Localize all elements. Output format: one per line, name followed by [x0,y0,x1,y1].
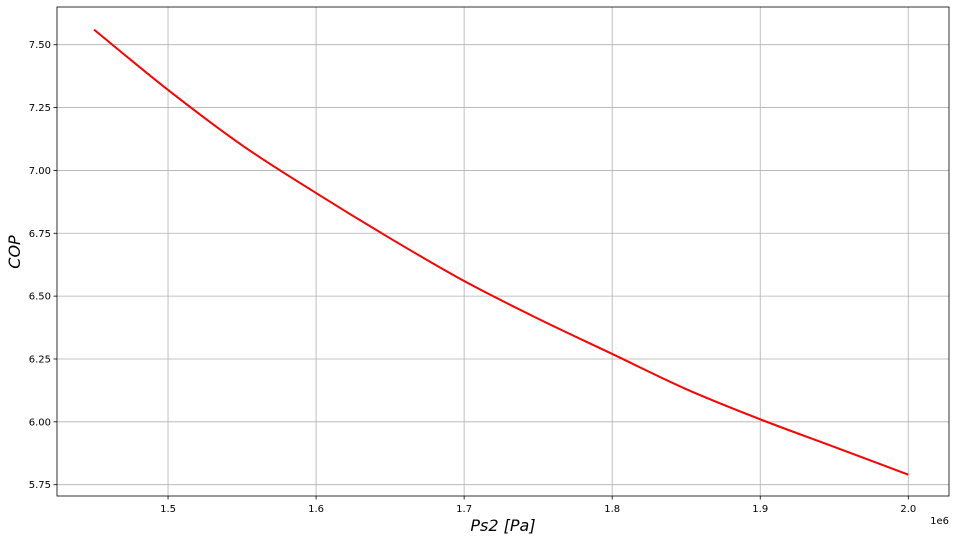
y-tick-label: 7.25 [29,103,51,114]
y-tick-label: 7.50 [29,40,51,51]
y-tick-label: 6.25 [29,354,51,365]
y-tick-label: 6.50 [29,292,51,303]
y-tick-label: 6.75 [29,229,51,240]
x-tick-label: 1.9 [752,504,768,515]
x-tick-label: 2.0 [900,504,916,515]
y-axis-ticks: 5.75 6.00 6.25 6.50 6.75 7.00 7.25 7.50 [29,40,57,491]
y-tick-label: 7.00 [29,166,51,177]
x-axis-label: Ps2 [Pa] [470,516,535,535]
y-tick-label: 5.75 [29,480,51,491]
x-tick-label: 1.5 [160,504,176,515]
y-tick-label: 6.00 [29,417,51,428]
x-tick-label: 1.6 [308,504,324,515]
plot-frame [56,6,950,497]
grid-lines [57,7,949,496]
x-tick-label: 1.7 [456,504,472,515]
series-line [93,28,909,476]
series-layer [93,28,909,476]
x-tick-label: 1.8 [604,504,620,515]
x-axis-offset-label: 1e6 [930,516,949,527]
x-axis-ticks: 1.5 1.6 1.7 1.8 1.9 2.0 [160,496,916,515]
y-axis-label: COP [5,235,24,269]
